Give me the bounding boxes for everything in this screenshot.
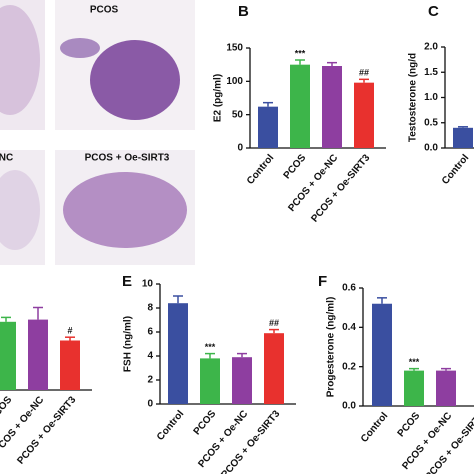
bar <box>264 333 284 404</box>
y-tick-label: 0.5 <box>424 117 438 128</box>
y-tick-label: 1.0 <box>424 92 438 103</box>
tissue <box>60 38 100 58</box>
x-tick-label: Control <box>155 408 186 442</box>
significance: ## <box>269 318 279 328</box>
y-tick-label: 100 <box>226 76 243 87</box>
histology: PCOS NC PCOS + Oe-SIRT3 <box>0 0 195 265</box>
y-tick-label: 0 <box>237 143 243 154</box>
bar <box>404 370 424 406</box>
panel-label: E <box>122 273 132 290</box>
y-tick-label: 10 <box>142 279 154 290</box>
y-tick-label: 0.0 <box>424 143 438 154</box>
y-tick-label: 0.0 <box>342 401 356 412</box>
bar <box>168 303 188 404</box>
bar <box>60 340 80 390</box>
bar <box>290 64 310 148</box>
x-tick-label: PCOS + Oe-SIRT3 <box>309 152 372 224</box>
x-tick-label: PCOS <box>282 152 309 181</box>
x-tick-label: Control <box>245 152 276 186</box>
y-axis-label: Testosterone (ng/d <box>408 53 419 142</box>
x-tick-label: PCOS <box>396 410 423 439</box>
bar <box>258 106 278 148</box>
bar <box>436 370 456 406</box>
y-tick-label: 0.4 <box>342 322 356 333</box>
y-tick-label: 2 <box>147 375 153 386</box>
y-tick-label: 6 <box>147 327 153 338</box>
y-axis-label: FSH (ng/ml) <box>123 316 134 372</box>
tissue <box>0 170 40 250</box>
significance: *** <box>295 48 306 58</box>
x-tick-label: Control <box>359 410 390 444</box>
significance: *** <box>205 342 216 352</box>
bar <box>28 319 48 390</box>
y-tick-label: 4 <box>147 351 153 362</box>
y-tick-label: 50 <box>232 109 244 120</box>
x-tick-label: PCOS + Oe-SIRT3 <box>15 394 78 466</box>
y-tick-label: 0.2 <box>342 361 356 372</box>
bar <box>0 321 16 390</box>
image-label: PCOS <box>90 5 119 16</box>
bar <box>322 66 342 148</box>
x-tick-label: PCOS <box>192 408 219 437</box>
bar <box>232 357 252 404</box>
x-tick-label: Control <box>440 152 471 186</box>
panel-label: C <box>428 3 439 20</box>
x-tick-label: PCOS <box>0 394 15 423</box>
significance: *** <box>409 357 420 367</box>
y-axis-label: Progesterone (ng/ml) <box>326 297 337 398</box>
tissue <box>90 40 180 120</box>
tissue <box>0 5 40 115</box>
significance: # <box>67 326 72 336</box>
bar <box>372 303 392 406</box>
significance: ## <box>359 68 369 78</box>
y-axis-label: E2 (pg/ml) <box>213 74 224 122</box>
image-label: PCOS + Oe-SIRT3 <box>85 153 170 164</box>
tissue <box>63 172 187 248</box>
bar <box>354 82 374 148</box>
y-tick-label: 1.5 <box>424 67 438 78</box>
y-tick-label: 0.6 <box>342 283 356 294</box>
image-label: NC <box>0 153 13 164</box>
y-tick-label: 150 <box>226 43 243 54</box>
bar <box>453 127 473 148</box>
y-tick-label: 8 <box>147 303 153 314</box>
bar <box>200 358 220 404</box>
y-tick-label: 0 <box>147 399 153 410</box>
y-tick-label: 2.0 <box>424 42 438 53</box>
panel-label: B <box>238 3 249 20</box>
panel-label: F <box>318 273 327 290</box>
